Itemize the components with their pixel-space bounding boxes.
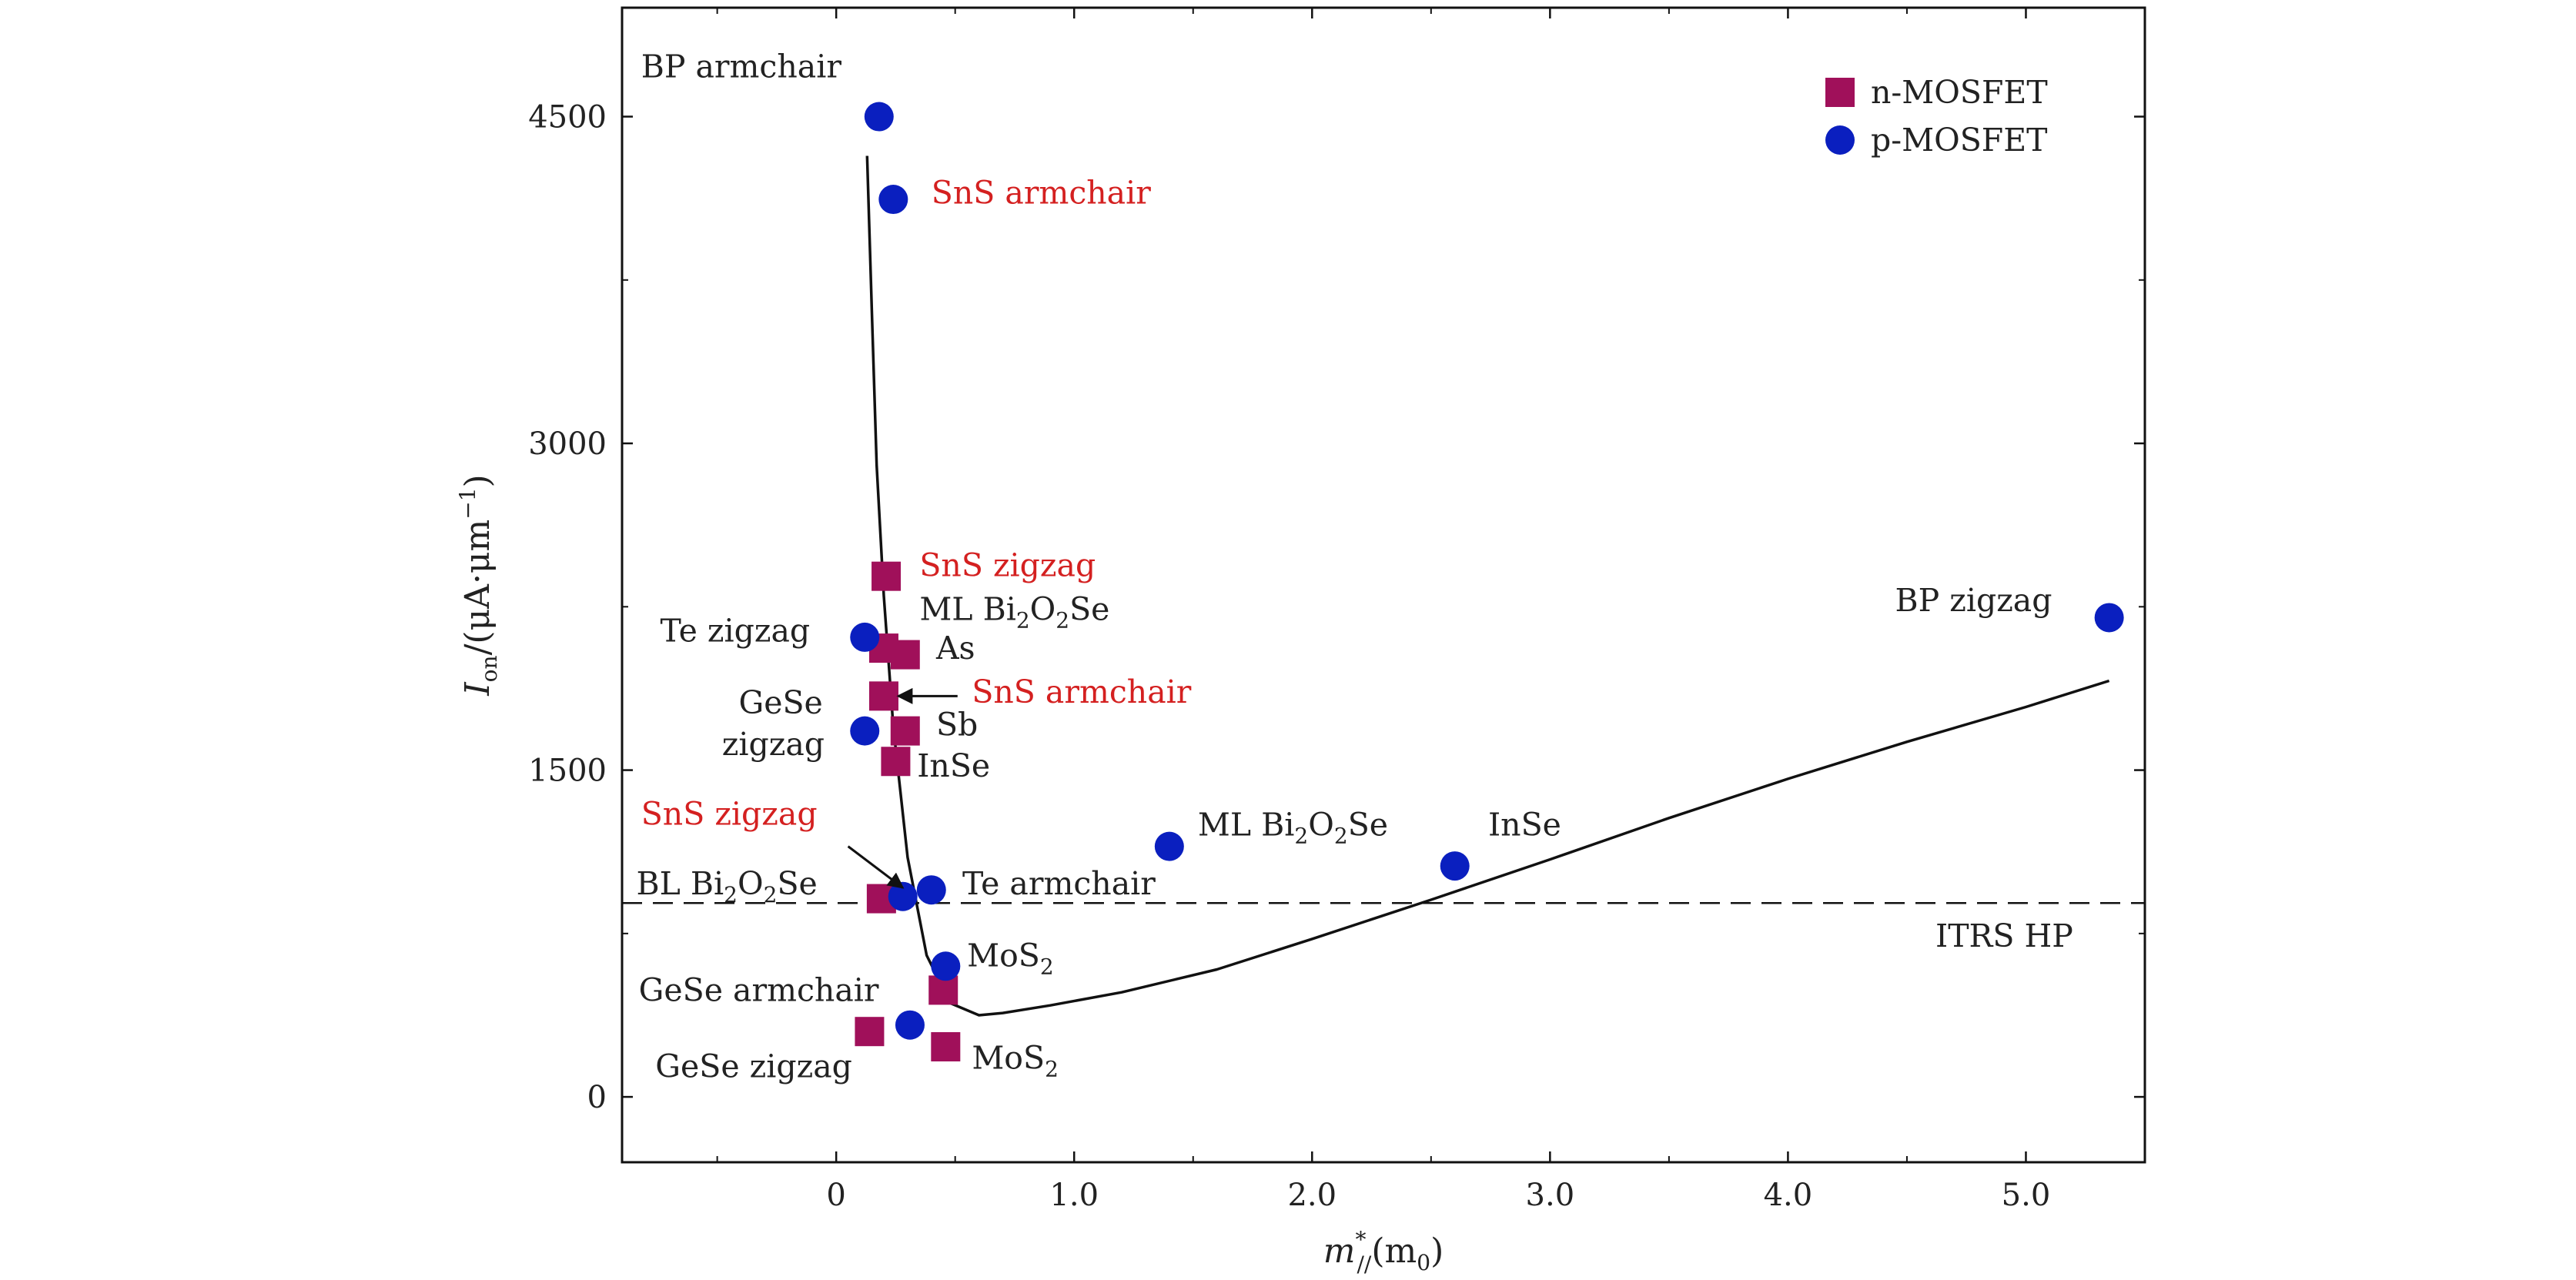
n-mosfet-point (855, 1017, 885, 1047)
x-tick-label: 4.0 (1764, 1178, 1813, 1213)
n-mosfet-point (868, 681, 898, 711)
point-label: BL Bi2O2Se (637, 865, 818, 907)
legend-p-mosfet-marker (1825, 125, 1855, 155)
legend-n-mosfet-marker (1825, 78, 1855, 107)
point-label: MoS2 (967, 937, 1054, 979)
annotation-arrow (847, 845, 905, 889)
p-mosfet-point (878, 185, 908, 215)
p-mosfet-point (1440, 851, 1470, 881)
x-tick-label: 3.0 (1526, 1178, 1575, 1213)
p-mosfet-point (1154, 831, 1184, 861)
p-mosfet-point (931, 951, 961, 981)
p-mosfet-point (2094, 603, 2124, 633)
point-label: ITRS HP (1935, 917, 2073, 954)
n-mosfet-point (871, 561, 902, 591)
point-label: GeSe armchair (639, 972, 879, 1009)
point-label: InSe (1488, 806, 1561, 843)
point-label: Te armchair (962, 865, 1156, 902)
point-label: Te zigzag (660, 613, 810, 650)
y-tick-label: 0 (587, 1080, 607, 1115)
point-label: GeSe zigzag (655, 1048, 852, 1085)
p-mosfet-point (916, 875, 946, 905)
point-label: ML Bi2O2Se (1198, 806, 1388, 848)
p-mosfet-point (888, 881, 918, 911)
y-tick-label: 4500 (528, 100, 607, 135)
point-label: GeSe (738, 684, 822, 721)
y-axis-title: Ion/(μA·μm−1) (455, 474, 502, 696)
p-mosfet-point (850, 622, 880, 652)
x-tick-label: 0 (826, 1178, 845, 1213)
p-mosfet-point (864, 102, 894, 132)
point-label: MoS2 (972, 1039, 1059, 1081)
point-label: zigzag (722, 726, 825, 763)
plot-frame (621, 6, 2146, 1164)
legend-label: p-MOSFET (1871, 122, 2048, 159)
point-label: Sb (936, 706, 978, 743)
point-label: BP armchair (641, 48, 842, 85)
point-label: SnS armchair (932, 175, 1151, 212)
legend-label: n-MOSFET (1871, 74, 2048, 111)
n-mosfet-point (890, 640, 920, 670)
x-tick-label: 1.0 (1049, 1178, 1099, 1213)
point-label: SnS zigzag (919, 547, 1096, 584)
x-tick-label: 5.0 (2002, 1178, 2051, 1213)
plot-frame-group (621, 6, 2146, 1164)
point-label: As (935, 630, 975, 667)
legend: n-MOSFET p-MOSFET (1825, 74, 2048, 159)
axes-group: 0 1.0 2.0 3.0 4.0 5.0 0 1500 3000 4500 m*//(m0) Ion… (455, 8, 2145, 1277)
p-mosfet-point (850, 716, 880, 746)
annotations-group: BP armchair SnS armchair SnS zigzag Te zigz… (637, 48, 2073, 1085)
point-label: BP zigzag (1895, 582, 2052, 619)
point-label: SnS zigzag (641, 795, 818, 832)
point-label: ML Bi2O2Se (919, 590, 1109, 633)
y-tick-label: 3000 (528, 426, 607, 462)
n-mosfet-point (931, 1032, 961, 1061)
n-mosfet-point (890, 716, 920, 746)
point-label: InSe (917, 747, 990, 784)
point-label: SnS armchair (972, 673, 1191, 710)
p-mosfet-point (895, 1010, 925, 1040)
x-axis-title: m*//(m0) (1323, 1227, 1444, 1277)
data-points-group (850, 102, 2124, 1061)
y-tick-label: 1500 (528, 754, 607, 789)
x-tick-label: 2.0 (1287, 1178, 1337, 1213)
n-mosfet-point (881, 747, 911, 777)
